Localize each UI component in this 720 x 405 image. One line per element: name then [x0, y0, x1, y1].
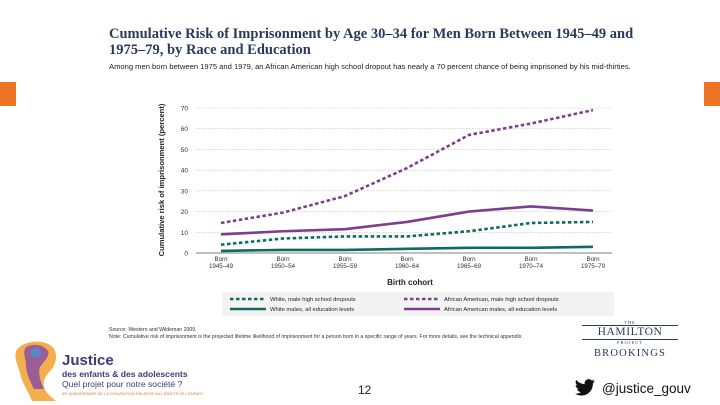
legend-label: African American, male high school dropo…	[444, 297, 559, 303]
brookings-logo: BROOKINGS	[593, 348, 667, 359]
y-axis-label: Cumulative risk of imprisonment (percent…	[157, 103, 166, 256]
hamilton-project: PROJECT	[616, 340, 643, 345]
legend-label: African American males, all education le…	[444, 307, 557, 313]
x-tick-label: Born 1960–64	[395, 256, 420, 270]
y-tick-label: 30	[181, 188, 189, 195]
legend-label: White males, all education levels	[270, 307, 354, 313]
logo-subtitle-1: des enfants & des adolescents	[62, 369, 188, 379]
x-tick-label: Born 1955–59	[333, 256, 358, 270]
y-tick-label: 40	[181, 168, 189, 175]
y-tick-label: 50	[181, 147, 189, 154]
twitter-bird-icon	[574, 379, 596, 400]
orange-accent-bar-right	[704, 82, 720, 106]
hamilton-the: THE	[624, 320, 636, 325]
y-tick-label: 10	[181, 230, 189, 237]
x-tick-label: Born 1950–54	[271, 256, 296, 270]
source-line: Source: Western and Wildeman 2009.	[109, 327, 197, 333]
legend: White, male high school dropouts White ma…	[230, 297, 559, 313]
legend-label: White, male high school dropouts	[270, 297, 356, 303]
justice-logo-graphic	[15, 341, 57, 401]
twitter-handle-block[interactable]: @justice_gouv	[574, 379, 691, 400]
series-line	[220, 245, 594, 253]
series-line	[220, 108, 594, 225]
y-tick-label: 20	[181, 209, 189, 216]
chart-title: Cumulative Risk of Imprisonment by Age 3…	[109, 26, 634, 58]
series-line	[220, 220, 594, 247]
series-line	[220, 205, 594, 236]
page-number: 12	[358, 383, 372, 397]
y-tick-label: 70	[181, 106, 189, 113]
orange-accent-bar-left	[0, 82, 16, 106]
logo-subtitle-2: Quel projet pour notre société ?	[62, 379, 183, 389]
hamilton-project-logo: THE HAMILTON PROJECT BROOKINGS	[582, 320, 678, 359]
x-tick-label: Born 1965–69	[457, 256, 482, 270]
x-tick-label: Born 1945–49	[209, 256, 234, 270]
x-tick-label: Born 1970–74	[519, 256, 544, 270]
note-line: Note: Cumulative risk of imprisonment is…	[109, 334, 523, 341]
logo-anniversary-text: 30ᵉ ANNIVERSAIRE DE LA CONVENTION RELATI…	[62, 392, 204, 396]
chart-subtitle: Among men born between 1975 and 1979, an…	[109, 62, 631, 71]
y-tick-label: 60	[181, 126, 189, 133]
source-note: Source: Western and Wildeman 2009. Note:…	[109, 327, 569, 342]
x-tick-label: Born 1975–79	[581, 256, 606, 270]
x-axis-label: Birth cohort	[387, 278, 433, 287]
legend-box	[222, 292, 614, 316]
y-tick-label: 0	[184, 251, 188, 258]
logo-title: Justice	[62, 352, 114, 369]
twitter-handle: @justice_gouv	[602, 381, 691, 397]
hamilton-name: HAMILTON	[582, 325, 678, 340]
